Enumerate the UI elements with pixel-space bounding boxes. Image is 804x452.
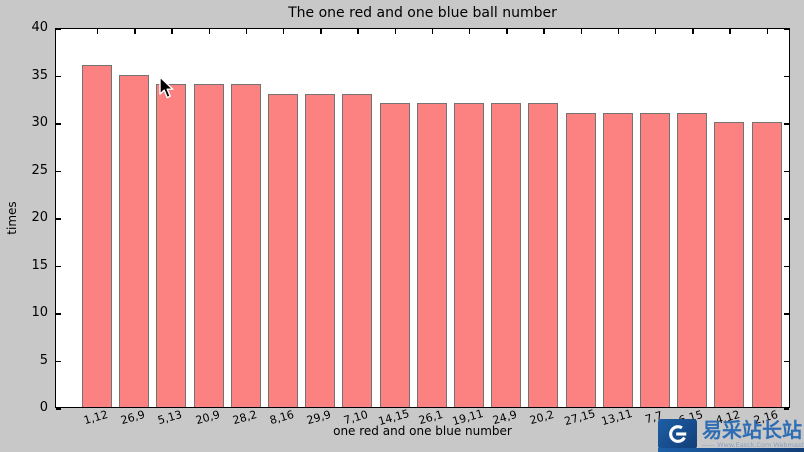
y-tick-label: 15	[31, 257, 48, 273]
x-tick-mark-top	[692, 29, 694, 34]
y-tick-label: 10	[31, 305, 48, 320]
bar-1,12	[82, 65, 112, 407]
y-tick-label: 40	[31, 20, 48, 35]
chart-title: The one red and one blue ball number	[288, 5, 557, 21]
bar-13,11	[602, 112, 633, 407]
bar-8,16	[268, 93, 298, 407]
bar-29,9	[305, 93, 336, 407]
y-tick-mark	[784, 75, 789, 78]
y-tick-label: 30	[31, 115, 48, 130]
y-tick-mark	[784, 123, 789, 125]
watermark-brand-text: 易采站长站	[702, 418, 802, 442]
watermark-strip	[658, 448, 804, 452]
y-tick-label: 35	[31, 67, 48, 83]
bar-5,13	[156, 84, 187, 407]
x-tick-mark-top	[357, 29, 359, 34]
x-axis-label: one red and one blue number	[333, 424, 512, 438]
x-tick-mark-top	[506, 29, 508, 34]
bar-19,11	[454, 103, 484, 407]
x-tick-mark-top	[171, 29, 173, 34]
y-tick-mark	[784, 28, 789, 30]
watermark-sub-text: —— Www.Easck.Com Webmaster	[702, 441, 804, 449]
bar-26,1	[416, 103, 447, 407]
x-tick-mark-top	[245, 29, 248, 34]
bar-4,12	[714, 122, 745, 407]
y-tick-mark	[56, 123, 61, 125]
y-tick-mark	[784, 265, 789, 268]
x-tick-mark-top	[431, 29, 434, 34]
bar-26,9	[119, 74, 150, 407]
x-tick-mark-top	[320, 29, 322, 34]
x-tick-mark-top	[208, 29, 210, 34]
y-tick-mark	[784, 408, 789, 410]
bar-7,10	[342, 93, 373, 407]
x-tick-mark-top	[283, 29, 285, 34]
bar-14,15	[379, 103, 410, 407]
y-tick-mark	[56, 313, 61, 315]
bar-2,16	[751, 122, 782, 407]
y-tick-mark	[784, 218, 789, 220]
easck-logo-icon	[658, 419, 697, 449]
x-tick-mark-top	[134, 29, 136, 34]
y-tick-mark	[56, 28, 61, 30]
x-tick-mark-top	[729, 29, 731, 34]
x-tick-mark-top	[766, 29, 768, 34]
x-tick-mark-top	[655, 29, 657, 34]
x-tick-mark-top	[97, 29, 99, 34]
watermark: 易采站长站 —— Www.Easck.Com Webmaster	[656, 417, 804, 452]
y-tick-mark	[56, 360, 61, 363]
y-tick-mark	[56, 75, 61, 78]
y-tick-mark	[56, 265, 61, 268]
y-tick-label: 25	[31, 162, 48, 178]
bar-6,15	[677, 112, 708, 407]
bar-24,9	[491, 103, 522, 407]
x-tick-mark-top	[580, 29, 582, 34]
mouse-cursor-icon	[159, 76, 174, 99]
y-tick-mark	[784, 360, 789, 363]
y-tick-label: 0	[39, 400, 48, 415]
y-tick-mark	[784, 170, 789, 173]
bar-28,2	[230, 84, 261, 407]
x-tick-mark-top	[543, 29, 545, 34]
y-tick-mark	[56, 218, 61, 220]
y-tick-label: 20	[31, 210, 48, 225]
y-tick-label: 5	[39, 352, 48, 368]
plot-area	[55, 28, 790, 410]
x-tick-mark-top	[469, 29, 471, 34]
bar-20,9	[193, 84, 224, 407]
x-tick-mark-top	[394, 29, 396, 34]
y-tick-mark	[784, 313, 789, 315]
bar-20,2	[528, 103, 559, 407]
y-tick-mark	[56, 170, 61, 173]
bar-7,7	[640, 112, 670, 407]
y-tick-mark	[56, 408, 61, 410]
x-tick-mark-top	[617, 29, 620, 34]
bar-27,15	[565, 112, 596, 407]
